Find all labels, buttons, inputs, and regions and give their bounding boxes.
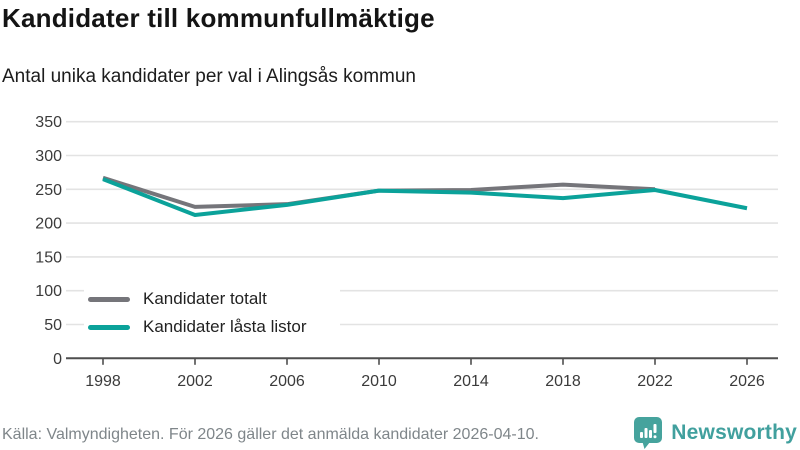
legend-label: Kandidater totalt <box>143 289 267 308</box>
y-tick-label-150: 150 <box>35 249 62 266</box>
x-tick-label-1998: 1998 <box>85 373 121 390</box>
legend-swatch-gray-line <box>88 296 130 302</box>
y-tick-label-250: 250 <box>35 182 62 199</box>
page-subtitle: Antal unika kandidater per val i Alingså… <box>2 66 417 87</box>
x-tick-label-2002: 2002 <box>177 373 213 390</box>
y-tick-label-100: 100 <box>35 283 62 300</box>
y-tick-label-300: 300 <box>35 148 62 165</box>
legend-item-kandidater-lasta-listor: Kandidater låsta listor <box>88 315 340 339</box>
y-tick-label-50: 50 <box>44 317 62 334</box>
legend-item-kandidater-totalt: Kandidater totalt <box>88 287 340 311</box>
source-note: Källa: Valmyndigheten. För 2026 gäller d… <box>2 426 539 443</box>
series-line-kandidater-l-sta-listor <box>102 177 748 217</box>
y-tick-label-200: 200 <box>35 216 62 233</box>
newsworthy-bubble-chart-icon <box>634 417 663 449</box>
y-tick-label-0: 0 <box>53 351 62 368</box>
x-tick-label-2014: 2014 <box>453 373 489 390</box>
x-tick-label-2022: 2022 <box>637 373 673 390</box>
page-title: Kandidater till kommunfullmäktige <box>2 3 435 33</box>
x-tick-label-2026: 2026 <box>729 373 765 390</box>
x-tick-label-2010: 2010 <box>361 373 397 390</box>
x-tick-label-2006: 2006 <box>269 373 305 390</box>
legend-label: Kandidater låsta listor <box>143 317 307 336</box>
newsworthy-wordmark: Newsworthy <box>671 421 797 444</box>
newsworthy-logo: Newsworthy <box>633 416 797 450</box>
y-tick-label-350: 350 <box>35 114 62 131</box>
x-tick-label-2018: 2018 <box>545 373 581 390</box>
legend-swatch-teal-line <box>88 324 130 330</box>
chart-legend: Kandidater totalt Kandidater låsta listo… <box>84 285 340 343</box>
